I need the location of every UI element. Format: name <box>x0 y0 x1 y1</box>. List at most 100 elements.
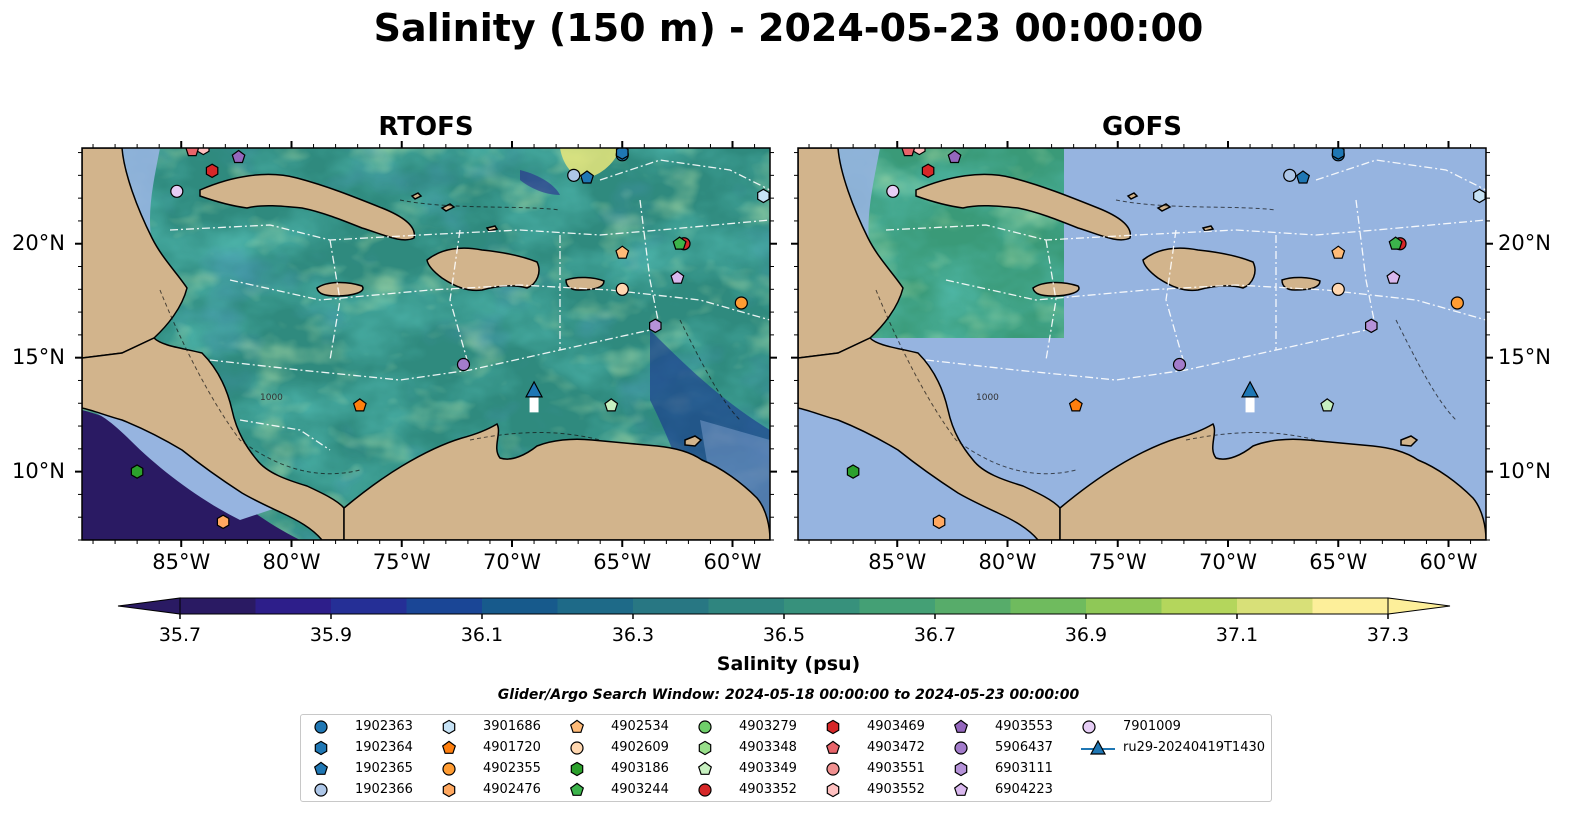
colorbar-segment <box>708 598 785 614</box>
lat-tick-label: 20°N <box>1498 230 1551 255</box>
legend-marker-svg <box>697 761 713 775</box>
legend-label: 1902366 <box>355 782 413 797</box>
legend-marker <box>313 761 329 775</box>
colorbar-tick-label: 36.9 <box>1064 624 1108 646</box>
float-marker-4901720 <box>352 398 367 412</box>
legend-marker <box>314 720 328 734</box>
legend-marker <box>442 762 456 776</box>
lat-tick-label: 20°N <box>12 230 65 255</box>
legend-marker <box>314 783 328 797</box>
maps-svg: 1000 1000 <box>75 141 1493 547</box>
colorbar-tick-label: 36.3 <box>611 624 655 646</box>
legend-marker <box>441 740 457 754</box>
float-marker-3901686 <box>1473 188 1486 204</box>
legend-marker-svg <box>314 720 328 734</box>
colorbar-segment <box>859 598 936 614</box>
legend-marker-svg <box>826 719 840 735</box>
colorbar-segment <box>180 598 256 614</box>
float-marker-1902366 <box>1283 168 1297 182</box>
lon-tick-label: 65°W <box>593 550 652 574</box>
legend-label: 4903244 <box>611 782 669 797</box>
lon-tick-label: 70°W <box>483 550 541 574</box>
float-marker-1902364 <box>615 148 629 160</box>
float-marker-4902355 <box>734 296 748 310</box>
legend-marker-svg <box>442 762 456 776</box>
colorbar-extend-min <box>117 597 181 615</box>
colorbar-segment <box>482 598 558 614</box>
float-marker-5906437 <box>1172 357 1187 372</box>
lon-tick-label: 85°W <box>152 550 211 574</box>
float-marker-3901686 <box>757 188 770 204</box>
colorbar-tick-label: 37.1 <box>1215 624 1259 646</box>
colorbar-segment <box>557 598 634 614</box>
colorbar-segment <box>1086 598 1162 614</box>
float-marker-4903472 <box>185 148 200 157</box>
float-marker-4903244 <box>672 236 687 250</box>
legend-label: 1902363 <box>355 719 413 734</box>
colorbar-segment <box>406 598 483 614</box>
legend-label: 4903551 <box>867 761 925 776</box>
lon-tick-label: 65°W <box>1309 550 1368 574</box>
lon-tick-label: 75°W <box>1088 550 1147 574</box>
float-marker-6904223 <box>1386 270 1401 284</box>
lon-tick-label: 70°W <box>1199 550 1257 574</box>
lat-tick-label: 10°N <box>1498 458 1551 483</box>
lon-tick-label: 60°W <box>1419 550 1478 574</box>
legend-marker-svg <box>569 782 585 796</box>
legend-label: 4903469 <box>867 719 925 734</box>
float-marker-4901720 <box>1068 398 1083 412</box>
isobath-label-rtofs: 1000 <box>260 393 283 403</box>
legend-marker-svg <box>953 782 969 796</box>
colorbar-segment <box>331 598 407 614</box>
float-marker-4903349 <box>1320 398 1335 412</box>
legend-marker-svg <box>954 761 968 777</box>
legend-marker <box>954 741 968 755</box>
isobath-label-gofs: 1000 <box>976 393 999 403</box>
legend-label: 1902364 <box>355 740 413 755</box>
legend-label: 7901009 <box>1123 719 1181 734</box>
colorbar-segment <box>1161 598 1238 614</box>
colorbar-segment <box>784 598 860 614</box>
legend-label: 4902534 <box>611 719 669 734</box>
legend-marker-svg <box>570 741 584 755</box>
legend-label: 4901720 <box>483 740 541 755</box>
float-marker-4902609 <box>1331 282 1345 296</box>
legend-marker-svg <box>698 740 712 756</box>
float-marker-4902476 <box>932 514 946 530</box>
float-marker-7901009 <box>170 184 184 198</box>
legend-marker <box>825 740 841 754</box>
float-marker-4903553 <box>231 149 246 164</box>
colorbar-segment <box>1010 598 1087 614</box>
floats-rtofs <box>130 148 770 530</box>
legend-marker-svg <box>1082 720 1096 734</box>
glider-marker <box>525 380 544 398</box>
colorbar-segment <box>255 598 332 614</box>
colorbar-tick-label: 37.3 <box>1366 624 1410 646</box>
legend-label: 1902365 <box>355 761 413 776</box>
legend-label: 4902476 <box>483 782 541 797</box>
colorbar-extend-max <box>1387 597 1451 615</box>
float-marker-4902476 <box>216 514 230 530</box>
legend-marker <box>697 761 713 775</box>
lat-tick-label: 15°N <box>12 344 65 369</box>
colorbar-segment <box>935 598 1011 614</box>
lon-tick-label: 80°W <box>262 550 321 574</box>
legend-marker-svg <box>953 719 969 733</box>
float-marker-4903469 <box>205 163 219 179</box>
legend-label: 4903349 <box>739 761 797 776</box>
float-marker-4903244 <box>1388 236 1403 250</box>
legend-marker <box>1089 740 1107 755</box>
legend-marker-svg <box>698 783 712 797</box>
colorbar-segment <box>633 598 709 614</box>
legend-marker-svg <box>441 740 457 754</box>
colorbar-tick-label: 36.5 <box>762 624 806 646</box>
legend-marker-svg <box>825 740 841 754</box>
legend-label: 6904223 <box>995 782 1053 797</box>
colorbar-tick-label: 35.7 <box>158 624 202 646</box>
float-marker-4903186 <box>130 464 144 479</box>
float-marker-6903111 <box>1364 318 1378 334</box>
legend-marker <box>314 740 328 756</box>
legend-marker-svg <box>314 783 328 797</box>
floats-gofs <box>846 148 1486 530</box>
panel-title-rtofs: RTOFS <box>378 112 474 142</box>
